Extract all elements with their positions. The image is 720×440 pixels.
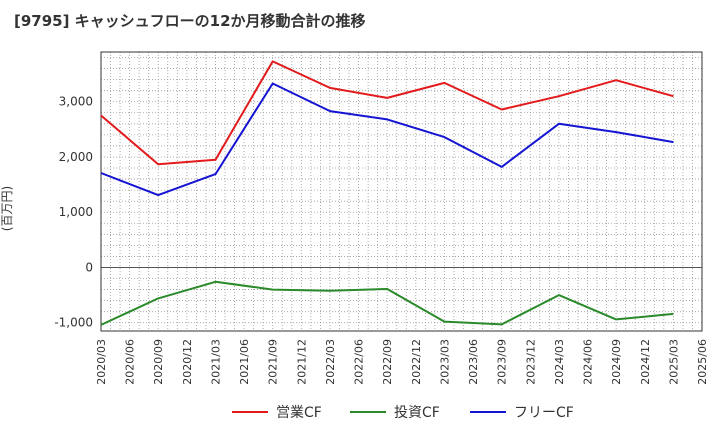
series-line-1 xyxy=(100,60,674,166)
x-tick-label: 2024/06 xyxy=(582,339,595,385)
y-tick-label: 1,000 xyxy=(59,205,93,219)
x-tick-label: 2023/09 xyxy=(496,339,509,385)
x-tick-label: 2025/03 xyxy=(667,339,680,385)
x-tick-label: 2022/03 xyxy=(324,339,337,385)
x-tick-label: 2020/09 xyxy=(152,339,165,385)
legend-label: 投資CF xyxy=(394,405,440,421)
legend-swatch xyxy=(470,411,506,413)
x-tick-label: 2021/09 xyxy=(267,339,280,385)
x-tick-label: 2022/09 xyxy=(381,339,394,385)
x-tick-label: 2025/06 xyxy=(696,339,709,385)
series-line-3 xyxy=(100,82,674,197)
y-tick-label: 0 xyxy=(85,260,93,274)
series-line-2 xyxy=(100,280,674,326)
legend-swatch xyxy=(350,411,386,413)
chart-legend: 営業CF 投資CF フリーCF xyxy=(0,402,720,426)
y-tick-label: -1,000 xyxy=(54,316,93,330)
legend-swatch xyxy=(232,411,268,413)
x-tick-label: 2021/12 xyxy=(295,339,308,385)
legend-item: 営業CF xyxy=(232,402,322,422)
y-tick-label: 2,000 xyxy=(59,150,93,164)
y-tick-label: 3,000 xyxy=(59,95,93,109)
x-tick-label: 2021/03 xyxy=(209,339,222,385)
plot-area xyxy=(101,52,702,331)
x-tick-label: 2021/06 xyxy=(238,339,251,385)
legend-label: フリーCF xyxy=(514,405,574,421)
x-tick-label: 2023/03 xyxy=(438,339,451,385)
x-tick-label: 2022/06 xyxy=(353,339,366,385)
chart-title: [9795] キャッシュフローの12か月移動合計の推移 xyxy=(14,12,366,30)
legend-item: フリーCF xyxy=(470,402,574,422)
x-tick-label: 2023/06 xyxy=(467,339,480,385)
x-tick-label: 2020/12 xyxy=(181,339,194,385)
x-tick-label: 2023/12 xyxy=(524,339,537,385)
legend-label: 営業CF xyxy=(276,405,322,421)
x-tick-label: 2022/12 xyxy=(410,339,423,385)
x-tick-label: 2020/06 xyxy=(124,339,137,385)
x-tick-label: 2024/03 xyxy=(553,339,566,385)
legend-item: 投資CF xyxy=(350,402,440,422)
plot-frame xyxy=(100,51,703,332)
x-tick-label: 2024/12 xyxy=(639,339,652,385)
x-tick-label: 2020/03 xyxy=(95,339,108,385)
x-tick-label: 2024/09 xyxy=(610,339,623,385)
line-chart: -1,000 0 1,000 2,000 3,000 2020/03 2020/06 2020… xyxy=(54,51,709,385)
